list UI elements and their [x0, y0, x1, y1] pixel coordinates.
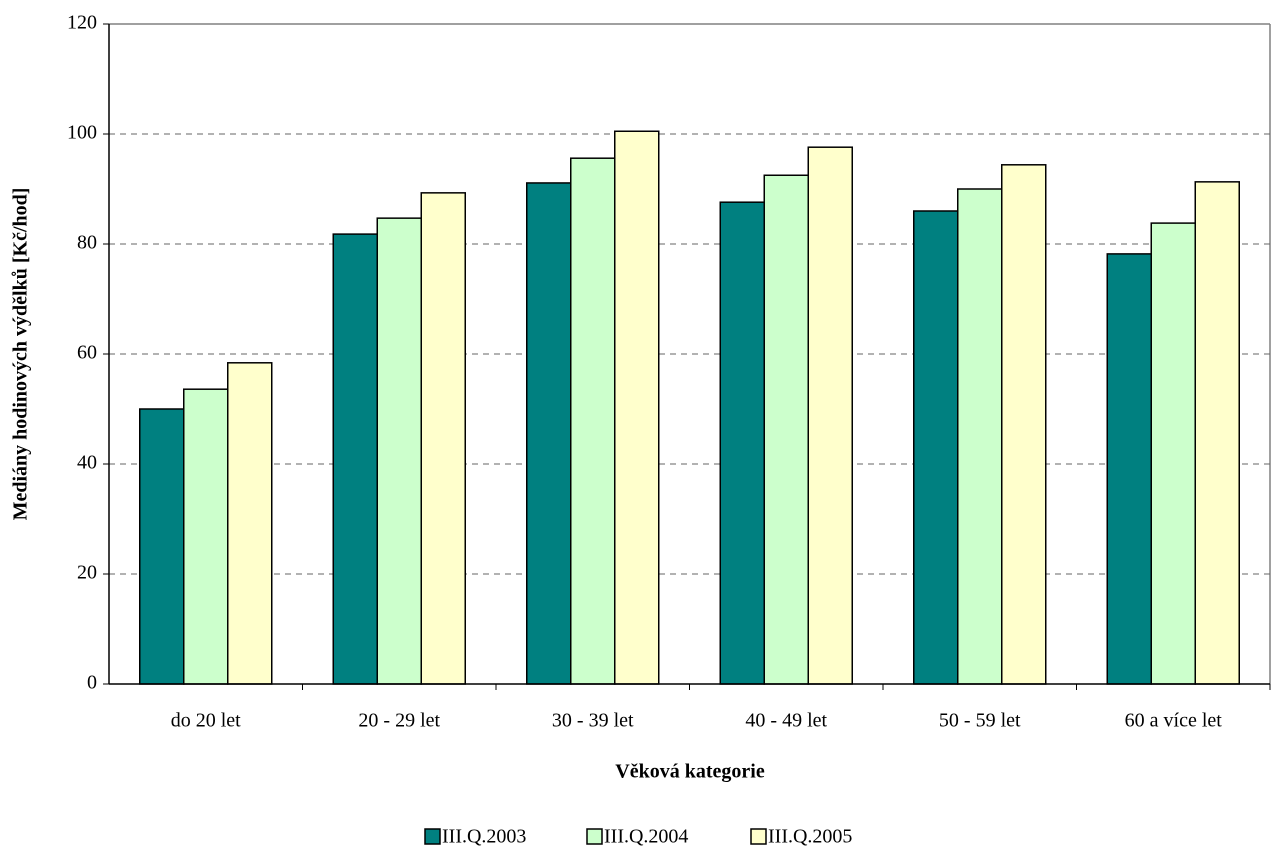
bar [227, 362, 273, 685]
bar [376, 217, 422, 685]
x-axis-title: Věková kategorie [615, 761, 765, 783]
bar [719, 201, 765, 685]
y-tick-label: 40 [77, 452, 97, 474]
y-tick-label: 60 [77, 342, 97, 364]
x-tick-label: 40 - 49 let [745, 710, 827, 732]
y-tick-label: 0 [87, 672, 97, 694]
y-tick-label: 100 [67, 122, 97, 144]
legend-label: III.Q.2004 [604, 826, 688, 848]
bar [1106, 253, 1152, 685]
bar [913, 210, 959, 685]
x-tick-label: 20 - 29 let [358, 710, 440, 732]
y-tick-label: 20 [77, 562, 97, 584]
x-tick-label: 60 a více let [1125, 710, 1223, 732]
bar [957, 188, 1003, 685]
bar [1150, 222, 1196, 685]
legend-swatch [750, 828, 767, 845]
x-tick-label: 50 - 59 let [939, 710, 1021, 732]
bar [763, 174, 809, 685]
bar [139, 408, 185, 685]
bar [614, 130, 660, 685]
y-tick-label: 80 [77, 232, 97, 254]
bar [526, 182, 572, 685]
bar [1001, 164, 1047, 685]
y-axis-title: Mediány hodinových výdělků [Kč/hod] [10, 188, 32, 521]
y-tick-label: 120 [67, 12, 97, 34]
x-tick-label: 30 - 39 let [552, 710, 634, 732]
bar [183, 388, 229, 685]
legend-label: III.Q.2005 [768, 826, 852, 848]
bar [570, 157, 616, 685]
bar [332, 233, 378, 685]
bar [807, 146, 853, 685]
x-tick-label: do 20 let [171, 710, 241, 732]
legend-swatch [424, 828, 441, 845]
legend-swatch [586, 828, 603, 845]
bar [1194, 181, 1240, 685]
legend-label: III.Q.2003 [442, 826, 526, 848]
bar [420, 192, 466, 685]
